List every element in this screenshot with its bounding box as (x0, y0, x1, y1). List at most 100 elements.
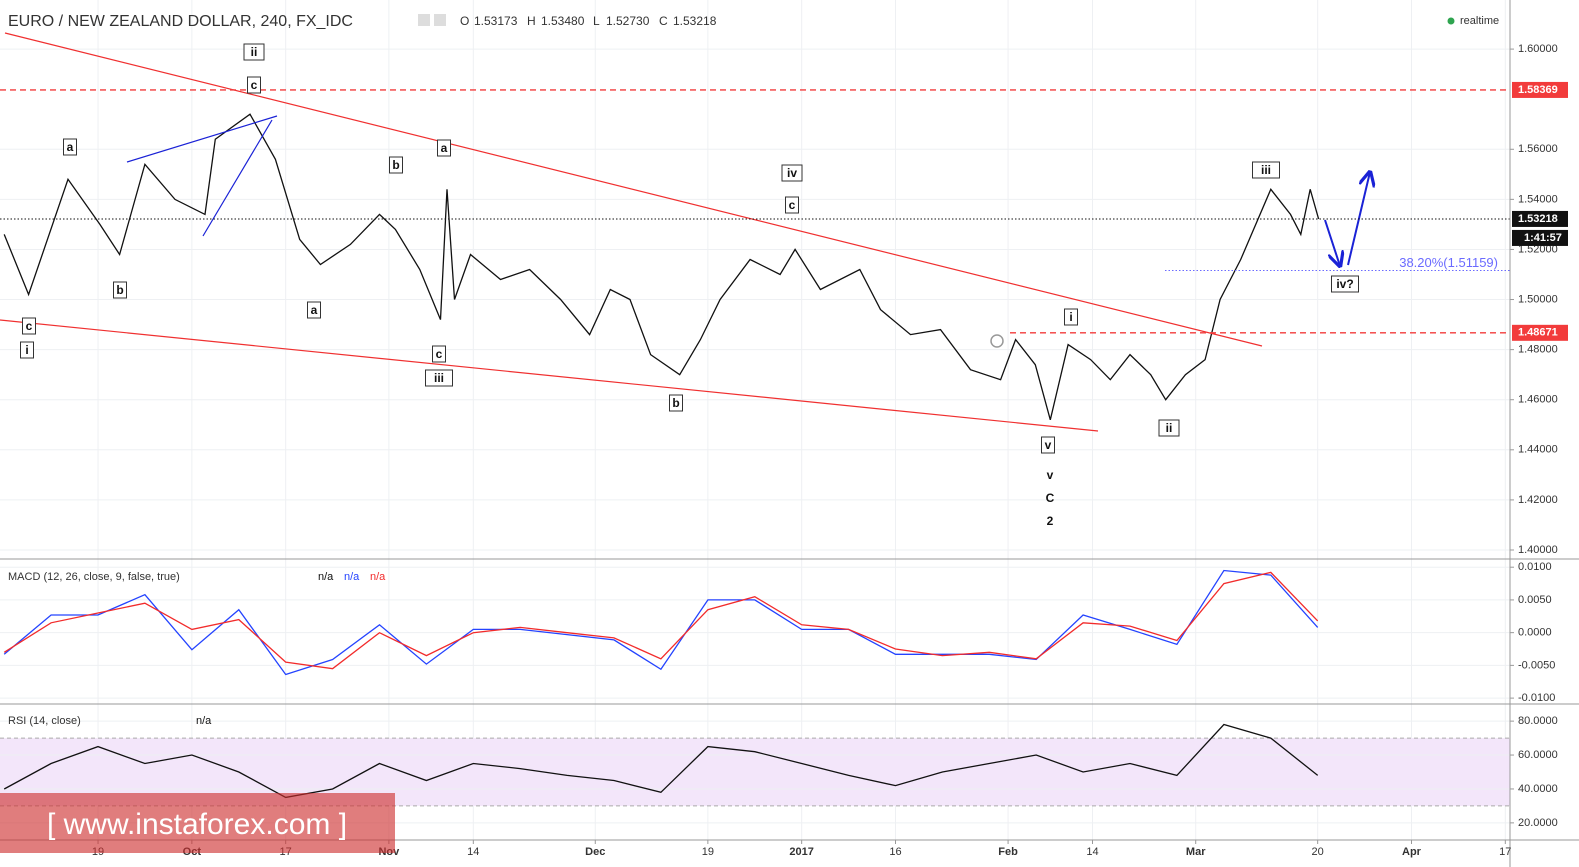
foreground-layer: 38.20%(1.51159)iicabcibaaciiibivciviiiii… (0, 43, 1510, 727)
wave-label: v (1045, 438, 1052, 452)
y-tick-label: 1.46000 (1518, 394, 1558, 406)
ohlc-value: 1.52730 (606, 14, 650, 28)
x-tick-label: Feb (998, 846, 1018, 858)
y-tick-label: 1.40000 (1518, 544, 1558, 556)
y-tick-label: 1.54000 (1518, 193, 1558, 205)
y-tick-label: 20.0000 (1518, 817, 1558, 829)
ohlc-value: 1.53218 (673, 14, 717, 28)
wave-label-box (1064, 308, 1078, 326)
trend-line (202, 119, 273, 237)
background-layer (0, 0, 1510, 840)
wave-label-box (781, 164, 803, 182)
wave-label-box (425, 369, 453, 387)
y-tick-label: 0.0100 (1518, 561, 1552, 573)
price-tag-label: 1.58369 (1518, 84, 1558, 96)
indicator-title: RSI (14, close) (8, 715, 81, 727)
ohlc-label: L (593, 14, 600, 28)
wave-label: b (392, 158, 399, 172)
trend-lines (0, 32, 1370, 432)
watermark: [ www.instaforex.com ] (0, 793, 395, 853)
y-tick-label: 0.0000 (1518, 627, 1552, 639)
wave-label: iii (1261, 163, 1271, 177)
wave-label-box (1331, 275, 1359, 293)
wave-label-box (389, 156, 403, 174)
y-tick-label: 0.0050 (1518, 594, 1552, 606)
x-tick-label: 14 (467, 846, 479, 858)
x-tick-label: 17 (1499, 846, 1511, 858)
countdown-label: 1:41:57 (1524, 232, 1562, 244)
trend-line (126, 115, 278, 163)
series-line (3, 723, 1319, 799)
trend-line (4, 32, 1263, 347)
indicator-value: n/a (344, 571, 360, 583)
projection-arrow (1324, 219, 1340, 266)
y-tick-label: 1.42000 (1518, 494, 1558, 506)
price-tag (1512, 81, 1568, 98)
wave-label: a (67, 140, 74, 154)
y-tick-label: 1.60000 (1518, 43, 1558, 55)
wave-label-box (22, 317, 36, 335)
wave-label: iv? (1336, 277, 1353, 291)
ohlc-label: O (460, 14, 469, 28)
y-tick-label: 1.44000 (1518, 444, 1558, 456)
y-tick-label: 1.56000 (1518, 143, 1558, 155)
wave-label: c (251, 78, 258, 92)
symbol-title: EURO / NEW ZEALAND DOLLAR, 240, FX_IDC (8, 13, 353, 30)
fib-label: 38.20%(1.51159) (1399, 255, 1498, 270)
ohlc-label: H (527, 14, 536, 28)
wave-label-box (1252, 161, 1280, 179)
y-tick-label: 1.52000 (1518, 243, 1558, 255)
x-tick-label: 2017 (789, 846, 813, 858)
series-line (3, 113, 1320, 420)
wave-label: a (311, 303, 318, 317)
watermark-text: [ www.instaforex.com ] (47, 808, 347, 841)
ohlc-value: 1.53480 (541, 14, 585, 28)
wave-label-box (432, 345, 446, 363)
wave-label: i (25, 343, 28, 357)
wave-label-box (437, 139, 451, 157)
icon (418, 14, 430, 26)
wave-label-box (1041, 436, 1055, 454)
wave-label: b (672, 396, 679, 410)
price-tag-label: 1.48671 (1518, 327, 1558, 339)
y-tick-label: -0.0100 (1518, 692, 1555, 704)
wave-label-box (243, 43, 265, 61)
status: realtime (1460, 15, 1499, 27)
price-tag (1512, 210, 1568, 227)
x-tick-label: Dec (585, 846, 605, 858)
data-layer (3, 113, 1320, 799)
ohlc-label: C (659, 14, 668, 28)
x-tick-label: Mar (1186, 846, 1206, 858)
icon (434, 14, 446, 26)
wave-label: 2 (1047, 514, 1054, 528)
x-tick-label: Apr (1402, 846, 1422, 858)
y-tick-label: -0.0050 (1518, 659, 1555, 671)
wave-label: iii (434, 371, 444, 385)
wave-label: iv (787, 166, 797, 180)
y-tick-label: 80.0000 (1518, 715, 1558, 727)
y-tick-label: 1.50000 (1518, 293, 1558, 305)
wave-label: i (1069, 310, 1072, 324)
y-tick-label: 60.0000 (1518, 749, 1558, 761)
price-tag (1512, 324, 1568, 341)
wave-label-box (113, 281, 127, 299)
status-dot (1447, 17, 1455, 25)
indicator-title: MACD (12, 26, close, 9, false, true) (8, 571, 180, 583)
wave-label: v (1047, 468, 1054, 482)
wave-label: ii (1166, 421, 1173, 435)
wave-label-box (669, 394, 683, 412)
x-tick-label: 19 (702, 846, 714, 858)
indicator-value: n/a (370, 571, 386, 583)
wave-label-box (1158, 419, 1180, 437)
y-tick-label: 40.0000 (1518, 783, 1558, 795)
price-tag-label: 1.53218 (1518, 213, 1558, 225)
y-tick-label: 1.48000 (1518, 344, 1558, 356)
ohlc-value: 1.53173 (474, 14, 518, 28)
wave-label-box (20, 341, 34, 359)
wave-label-box (247, 76, 261, 94)
x-tick-label: 16 (889, 846, 901, 858)
wave-label: ii (251, 45, 258, 59)
wave-label: a (441, 141, 448, 155)
wave-label: c (789, 198, 796, 212)
